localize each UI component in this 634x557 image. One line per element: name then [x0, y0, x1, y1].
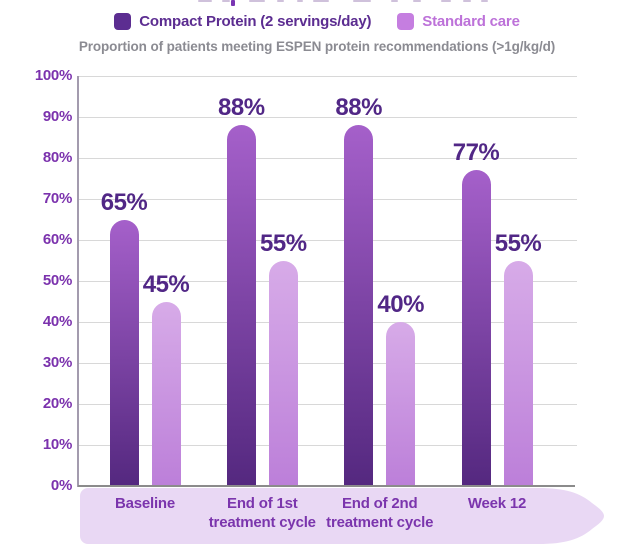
value-label-compact-protein-4: 77%: [452, 139, 500, 167]
bar-standard-care-3: [386, 322, 416, 486]
x-axis-line: [78, 485, 575, 487]
title-fragment: [481, 0, 488, 2]
legend-item-standard-care: Standard care: [397, 12, 520, 30]
bar-compact-protein-4: [461, 170, 491, 486]
title-fragment: [391, 0, 398, 2]
title-fragment: [313, 0, 329, 2]
bar-compact-protein-1: [109, 219, 139, 486]
gridline: [78, 240, 577, 241]
y-tick-label: 80%: [42, 149, 72, 166]
value-label-compact-protein-3: 88%: [335, 94, 382, 122]
title-fragment: [441, 0, 451, 2]
title-fragment: [231, 0, 235, 6]
value-label-standard-care-4: 55%: [494, 229, 542, 257]
value-label-standard-care-1: 45%: [142, 270, 190, 298]
x-category-label-1: Baseline: [114, 495, 176, 512]
gridline: [78, 76, 577, 77]
title-fragment: [198, 0, 212, 2]
y-tick-label: 20%: [42, 395, 72, 412]
bar-compact-protein-3: [344, 125, 374, 486]
bar-standard-care-2: [268, 260, 298, 486]
y-tick-label: 30%: [42, 354, 72, 371]
value-label-compact-protein-2: 88%: [218, 94, 265, 122]
y-tick-label: 60%: [42, 231, 72, 248]
value-label-compact-protein-1: 65%: [100, 188, 148, 216]
legend-label-compact-protein: Compact Protein (2 servings/day): [139, 12, 372, 30]
bar-standard-care-1: [151, 301, 181, 486]
value-label-standard-care-2: 55%: [260, 229, 307, 257]
y-tick-label: 70%: [42, 190, 72, 207]
gridline: [78, 117, 577, 118]
title-fragment: [249, 0, 265, 2]
value-label-standard-care-3: 40%: [377, 291, 424, 318]
bar-compact-protein-2: [226, 125, 256, 486]
y-tick-label: 40%: [42, 313, 72, 330]
legend-item-compact-protein: Compact Protein (2 servings/day): [114, 12, 372, 30]
y-tick-label: 0%: [50, 477, 72, 494]
y-tick-label: 90%: [42, 108, 72, 125]
chart-subtitle: Proportion of patients meeting ESPEN pro…: [78, 39, 556, 54]
title-fragment: [413, 0, 421, 2]
title-fragment: [297, 0, 303, 2]
y-axis-line: [77, 76, 79, 487]
title-fragment: [222, 0, 230, 2]
gridline: [78, 445, 577, 446]
y-tick-label: 100%: [34, 67, 72, 84]
gridline: [78, 322, 577, 323]
chart-legend: Compact Protein (2 servings/day) Standar…: [0, 10, 634, 32]
x-axis-band-arrow-shape: [80, 488, 604, 544]
gridline: [78, 281, 577, 282]
gridline: [78, 363, 577, 364]
x-category-label-3: End of 2nd treatment cycle: [326, 495, 434, 531]
y-tick-label: 10%: [42, 436, 72, 453]
gridline: [78, 199, 577, 200]
gridline: [78, 404, 577, 405]
title-fragment: [277, 0, 284, 2]
x-axis-band: [80, 488, 604, 544]
y-tick-label: 50%: [42, 272, 72, 289]
title-fragment: [463, 0, 471, 2]
legend-label-standard-care: Standard care: [422, 12, 520, 30]
x-category-label-4: Week 12: [467, 495, 527, 512]
legend-swatch-standard-care-icon: [397, 12, 415, 30]
legend-swatch-compact-protein-icon: [114, 12, 132, 30]
gridline: [78, 158, 577, 159]
bar-standard-care-4: [503, 260, 533, 486]
title-fragment: [353, 0, 371, 2]
x-category-label-2: End of 1st treatment cycle: [208, 495, 316, 531]
